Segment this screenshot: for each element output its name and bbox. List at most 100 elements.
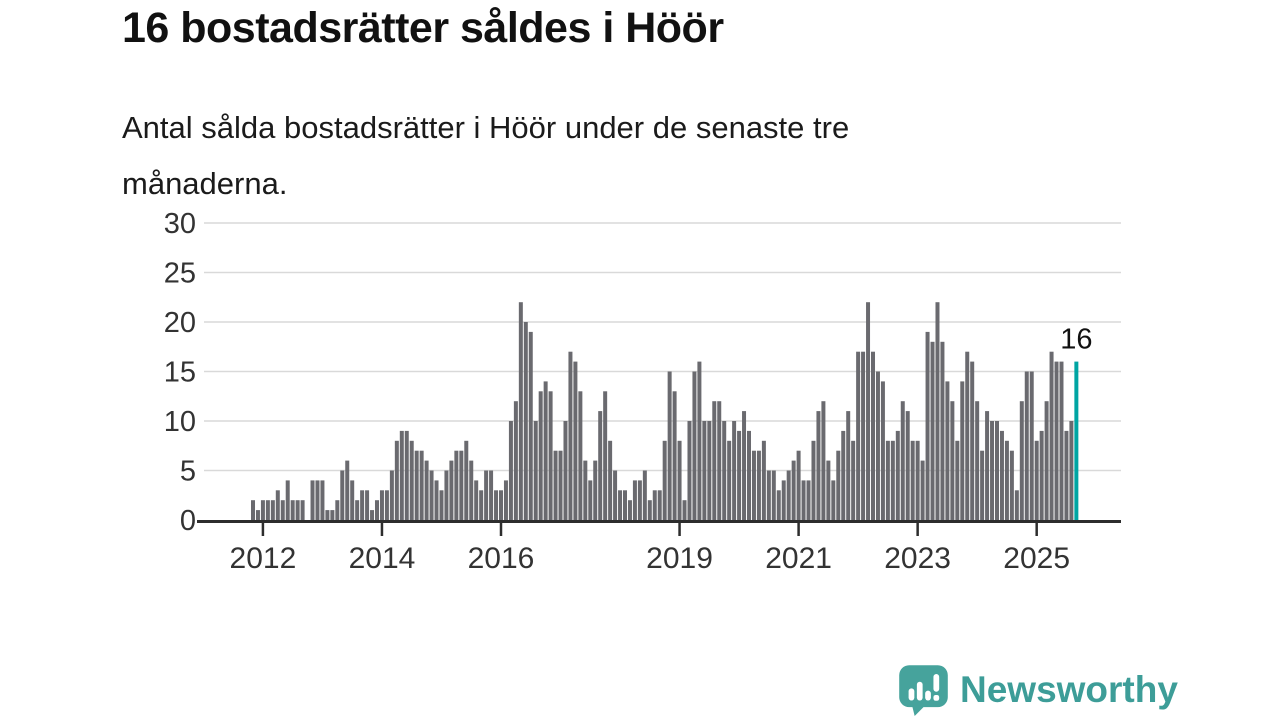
bar <box>479 490 484 520</box>
bar <box>1049 351 1054 520</box>
bar <box>766 470 771 520</box>
bar <box>905 411 910 520</box>
y-axis-tick-label: 10 <box>164 406 196 438</box>
bar <box>360 490 365 520</box>
bar <box>270 500 275 520</box>
bar <box>1004 440 1009 520</box>
bar <box>861 351 866 520</box>
bar <box>578 391 583 520</box>
bar <box>737 430 742 520</box>
bar <box>945 381 950 520</box>
bar <box>747 430 751 520</box>
y-axis-tick-label: 5 <box>180 456 196 488</box>
bar <box>345 460 350 520</box>
bar <box>632 480 637 520</box>
chart-subtitle: Antal sålda bostadsrätter i Höör under d… <box>122 110 850 201</box>
x-axis-tick-label: 2021 <box>765 542 832 575</box>
bar <box>454 450 459 520</box>
bar <box>310 480 315 520</box>
bar <box>856 351 861 520</box>
bar <box>548 391 553 520</box>
bar <box>642 470 647 520</box>
bar <box>528 331 533 520</box>
bar <box>697 361 702 520</box>
bar <box>583 460 588 520</box>
bar <box>300 500 305 520</box>
bar <box>627 500 632 520</box>
bar <box>439 490 444 520</box>
x-axis-tick-label: 2012 <box>230 542 297 575</box>
bar <box>965 351 970 520</box>
bar <box>841 430 846 520</box>
bar <box>459 450 464 520</box>
bar <box>568 351 573 520</box>
bar <box>251 500 255 520</box>
bar <box>608 440 613 520</box>
bar <box>930 341 935 520</box>
mini-bar-1 <box>908 688 915 701</box>
highlight-bar-latest <box>1074 361 1079 520</box>
x-axis-tick-label: 2025 <box>1003 542 1070 575</box>
bar <box>756 450 761 520</box>
newsworthy-icon <box>899 665 948 716</box>
bar <box>280 500 285 520</box>
bar <box>464 440 469 520</box>
bar <box>871 351 875 520</box>
bar <box>404 430 409 520</box>
x-axis-tick-label: 2016 <box>468 542 535 575</box>
bar <box>573 361 578 520</box>
bar <box>1054 361 1059 520</box>
bar <box>290 500 295 520</box>
bar <box>513 401 518 520</box>
bar <box>613 470 618 520</box>
bar <box>999 430 1004 520</box>
speech-bubble-shape <box>899 665 948 716</box>
bar <box>821 401 826 520</box>
bar <box>836 450 841 520</box>
bar <box>603 391 608 520</box>
bar <box>677 440 682 520</box>
bar <box>499 490 503 520</box>
bar <box>558 450 563 520</box>
bar <box>732 421 737 520</box>
bar <box>1069 421 1074 520</box>
bar <box>776 490 781 520</box>
y-axis-tick-label: 15 <box>164 357 196 389</box>
bar <box>672 391 677 520</box>
bar <box>712 401 717 520</box>
bar <box>811 440 816 520</box>
bar <box>444 470 449 520</box>
bar <box>419 450 424 520</box>
bar <box>414 450 419 520</box>
bar <box>647 500 652 520</box>
bar <box>538 391 543 520</box>
bar <box>801 480 806 520</box>
bar <box>384 490 389 520</box>
bar <box>806 480 811 520</box>
bar <box>598 411 603 520</box>
bar <box>543 381 548 520</box>
bar <box>851 440 856 520</box>
bar <box>335 500 340 520</box>
bar <box>637 480 642 520</box>
bar <box>399 430 404 520</box>
bar <box>1034 440 1039 520</box>
bar <box>727 440 732 520</box>
bar <box>781 480 786 520</box>
bar <box>885 440 890 520</box>
bar <box>722 421 727 520</box>
newsworthy-logo: Newsworthy <box>897 663 1178 716</box>
bar <box>275 490 280 520</box>
bar <box>975 401 980 520</box>
bar <box>915 440 920 520</box>
bar <box>985 411 990 520</box>
bar <box>255 510 260 520</box>
bar <box>1059 361 1064 520</box>
bar <box>880 381 885 520</box>
bar <box>1044 401 1049 520</box>
bar <box>588 480 593 520</box>
bar <box>687 421 692 520</box>
bar <box>796 450 801 520</box>
exclamation-bar <box>933 674 940 692</box>
